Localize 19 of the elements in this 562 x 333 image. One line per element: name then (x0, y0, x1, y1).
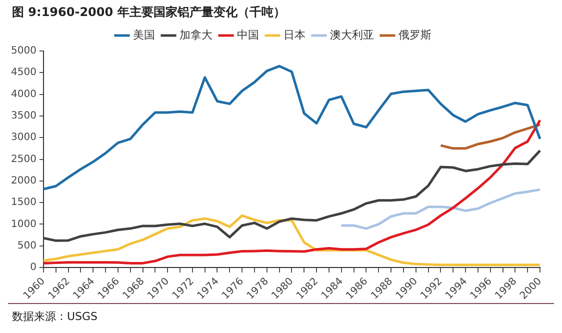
y-tick-label: 3000 (10, 132, 36, 144)
legend-label: 中国 (237, 28, 259, 42)
legend-label: 澳大利亚 (330, 28, 374, 42)
y-tick-label: 1000 (10, 218, 36, 230)
y-tick-label: 4000 (10, 88, 36, 100)
y-tick-label: 0 (30, 262, 36, 274)
legend-label: 加拿大 (180, 28, 212, 42)
legend-label: 美国 (133, 28, 155, 42)
y-tick-label: 2500 (10, 154, 36, 165)
y-tick-label: 5000 (10, 46, 36, 57)
y-tick-label: 2000 (10, 176, 36, 187)
y-tick-label: 500 (17, 240, 36, 252)
y-tick-label: 1500 (10, 197, 36, 208)
legend-label: 俄罗斯 (398, 28, 432, 42)
y-tick-label: 3500 (10, 110, 36, 122)
y-tick-label: 4500 (10, 67, 36, 78)
chart-title: 图 9:1960-2000 年主要国家铝产量变化（千吨） (11, 4, 286, 21)
source-note: 数据来源：USGS (12, 309, 98, 324)
legend-label: 日本 (284, 28, 306, 42)
